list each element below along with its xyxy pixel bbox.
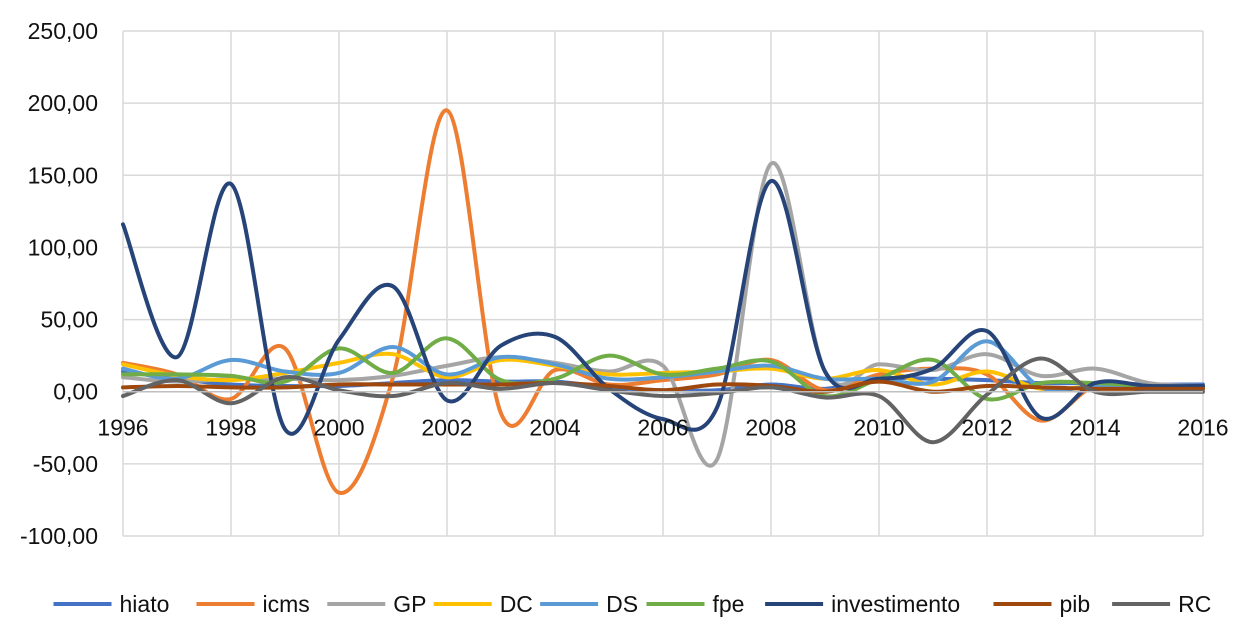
x-tick-label: 1998 <box>205 415 256 441</box>
x-tick-label: 1996 <box>97 415 148 441</box>
y-tick-label: 150,00 <box>28 162 98 188</box>
legend-label: GP <box>393 591 426 617</box>
x-axis: 1996 1998 2000 2002 2004 2006 2008 2010 2012 2014… <box>97 390 1229 441</box>
legend-item-dc: DC <box>433 591 533 617</box>
legend-label: pib <box>1060 591 1091 617</box>
legend-item-fpe: fpe <box>646 591 745 617</box>
x-tick-label: 2014 <box>1069 415 1120 441</box>
legend-item-ds: DS <box>540 591 638 617</box>
legend: hiato icms GP DC DS fpe investimento pib RC <box>53 591 1211 617</box>
x-tick-label: 2010 <box>853 415 904 441</box>
legend-label: RC <box>1178 591 1211 617</box>
y-tick-label: 50,00 <box>40 307 98 333</box>
legend-item-pib: pib <box>993 591 1091 617</box>
y-tick-label: 0,00 <box>53 379 98 405</box>
x-tick-label: 2012 <box>961 415 1012 441</box>
legend-label: DC <box>500 591 533 617</box>
x-tick-label: 2008 <box>745 415 796 441</box>
x-tick-label: 2004 <box>529 415 580 441</box>
legend-item-hiato: hiato <box>53 591 170 617</box>
series-line-rc <box>121 356 1205 445</box>
x-tick-label: 2000 <box>313 415 364 441</box>
y-tick-label: -50,00 <box>33 451 98 477</box>
y-axis-tick-labels: 250,00 200,00 150,00 100,00 50,00 0,00 -50,00 -… <box>20 18 98 549</box>
y-tick-label: 100,00 <box>28 234 98 260</box>
legend-item-rc: RC <box>1112 591 1211 617</box>
y-tick-label: 200,00 <box>28 90 98 116</box>
gridlines <box>122 30 1204 537</box>
series-line-icms <box>121 108 1205 495</box>
series-lines <box>121 108 1205 495</box>
series-line-investimento <box>121 179 1205 436</box>
legend-item-gp: GP <box>327 591 427 617</box>
y-tick-label: 250,00 <box>28 18 98 44</box>
legend-label: icms <box>263 591 310 617</box>
legend-label: DS <box>606 591 638 617</box>
series-line-gp <box>121 161 1205 468</box>
legend-label: fpe <box>713 591 745 617</box>
series-line-pib <box>121 379 1205 394</box>
legend-item-investimento: investimento <box>765 591 960 617</box>
y-tick-label: -100,00 <box>20 523 98 549</box>
x-tick-label: 2002 <box>421 415 472 441</box>
legend-label: hiato <box>120 591 170 617</box>
legend-label: investimento <box>831 591 960 617</box>
x-tick-label: 2016 <box>1177 415 1228 441</box>
series-line-ds <box>121 339 1205 393</box>
x-tick-label: 2006 <box>637 415 688 441</box>
legend-item-icms: icms <box>196 591 310 617</box>
